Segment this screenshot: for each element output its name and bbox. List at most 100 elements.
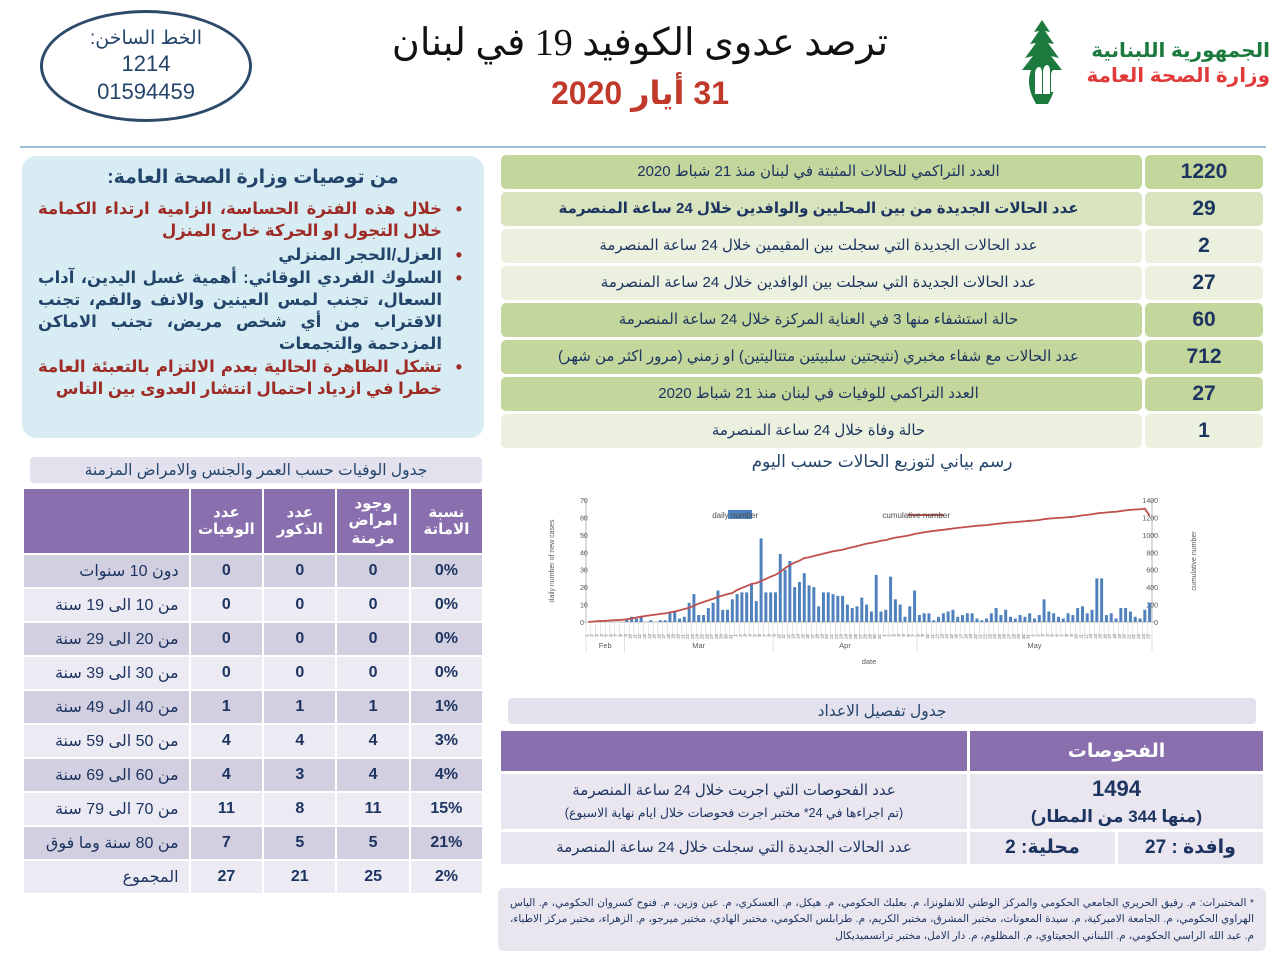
stat-row: 1 حالة وفاة خلال 24 ساعة المنصرمة (501, 414, 1263, 448)
svg-text:24: 24 (843, 634, 848, 640)
recommendations-list: خلال هذه الفترة الحساسة، الزامية ارتداء … (38, 198, 468, 401)
stat-value: 712 (1145, 340, 1263, 374)
svg-text:3: 3 (1040, 634, 1045, 637)
male-deaths-cell: 0 (264, 589, 336, 621)
svg-text:10: 10 (925, 634, 930, 640)
death-rate-cell: 0% (410, 623, 482, 655)
svg-text:14: 14 (795, 634, 800, 640)
list-item: العزل/الحجر المنزلي (38, 244, 462, 267)
key-statistics-body: 1220 العدد التراكمي للحالات المثبتة في لب… (501, 155, 1263, 448)
age-group-cell: دون 10 سنوات (24, 555, 189, 587)
svg-text:40: 40 (580, 550, 588, 557)
svg-text:29: 29 (867, 634, 872, 640)
tests-description-note: (تم اجراءها في 24* مختبر اجرت فحوصات خلا… (564, 805, 904, 820)
svg-text:cumulative number: cumulative number (1191, 531, 1198, 591)
svg-text:18: 18 (815, 634, 820, 640)
hotline-box: الخط الساخن: 1214 01594459 (40, 10, 252, 122)
svg-text:27: 27 (858, 634, 863, 640)
col-header-description (501, 731, 967, 771)
svg-text:15: 15 (652, 634, 657, 640)
svg-text:2: 2 (1035, 634, 1040, 637)
svg-text:3: 3 (594, 634, 599, 637)
svg-text:28: 28 (1011, 634, 1016, 640)
svg-text:7: 7 (1059, 634, 1064, 637)
hotline-label: الخط الساخن: (90, 27, 202, 49)
chronic-disease-cell: 0 (337, 589, 409, 621)
svg-text:5: 5 (752, 634, 757, 637)
svg-text:8: 8 (1064, 634, 1069, 637)
hotline-number-1: 1214 (121, 51, 171, 77)
tests-count-airport-note: (منها 344 من المطار) (1030, 806, 1203, 826)
svg-text:4: 4 (1045, 634, 1050, 637)
death-rate-cell: 21% (410, 827, 482, 859)
male-deaths-cell: 4 (264, 725, 336, 757)
stat-row: 27 عدد الحالات الجديدة التي سجلت بين الوا… (501, 266, 1263, 300)
svg-text:8: 8 (767, 634, 772, 637)
svg-text:20: 20 (1122, 634, 1127, 640)
stat-row: 712 عدد الحالات مع شفاء مخبري (نتيجتين سل… (501, 340, 1263, 374)
deaths-table-body: 0% 0 0 0 دون 10 سنوات 0% 0 0 0 من 10 الى 19 سنة 0%… (24, 555, 482, 893)
page-title: ترصد عدوى الكوفيد 19 في لبنان (391, 22, 889, 64)
table-row: 0% 0 0 0 دون 10 سنوات (24, 555, 482, 587)
svg-text:25: 25 (700, 634, 705, 640)
svg-text:4: 4 (599, 634, 604, 637)
death-rate-cell: 2% (410, 861, 482, 893)
death-rate-cell: 3% (410, 725, 482, 757)
svg-text:1: 1 (733, 634, 738, 637)
hotline-number-2: 01594459 (97, 78, 195, 104)
svg-text:Feb: Feb (599, 641, 612, 650)
svg-text:13: 13 (939, 634, 944, 640)
stat-label: عدد الحالات الجديدة التي سجلت بين المقيم… (501, 229, 1142, 263)
svg-text:11: 11 (632, 634, 637, 639)
deaths-count-cell: 11 (190, 793, 263, 825)
svg-text:17: 17 (1107, 634, 1112, 640)
svg-text:5: 5 (604, 634, 609, 637)
svg-text:daily number: daily number (712, 511, 758, 520)
table-row: 1% 1 1 1 من 40 الى 49 سنة (24, 691, 482, 723)
stat-label: العدد التراكمي للحالات المثبتة في لبنان … (501, 155, 1142, 189)
svg-text:9: 9 (920, 634, 925, 637)
chart-title: رسم بياني لتوزيع الحالات حسب اليوم (751, 452, 1013, 471)
svg-text:6: 6 (1054, 634, 1059, 637)
svg-text:14: 14 (1093, 634, 1098, 640)
age-group-cell: المجموع (24, 861, 189, 893)
ministry-logo-text: الجمهورية اللبنانية وزارة الصحة العامة (1086, 39, 1270, 89)
deaths-count-cell: 0 (190, 589, 263, 621)
table-row: 0% 0 0 0 من 30 الى 39 سنة (24, 657, 482, 689)
svg-text:21: 21 (978, 634, 983, 640)
svg-text:8: 8 (618, 634, 623, 637)
svg-text:7: 7 (762, 634, 767, 637)
stat-value: 1220 (1145, 155, 1263, 189)
deaths-count-cell: 7 (190, 827, 263, 859)
ministry-name: وزارة الصحة العامة (1086, 65, 1270, 87)
chart-svg: 0 10 20 30 40 50 60 70 0 200 400 600 800 1000 1200 1400… (549, 498, 1198, 666)
table-row: 0% 0 0 0 من 20 الى 29 سنة (24, 623, 482, 655)
male-deaths-cell: 0 (264, 657, 336, 689)
svg-text:1: 1 (1030, 634, 1035, 637)
death-rate-cell: 1% (410, 691, 482, 723)
stat-label: عدد الحالات الجديدة من بين المحليين والو… (501, 192, 1142, 226)
svg-text:23: 23 (839, 634, 844, 640)
tests-count-value: 1494 (1092, 776, 1141, 801)
male-deaths-cell: 3 (264, 759, 336, 791)
stat-value: 27 (1145, 266, 1263, 300)
tests-count-cell: 1494 (منها 344 من المطار) (970, 774, 1263, 829)
svg-text:10: 10 (628, 634, 633, 640)
republic-name: الجمهورية اللبنانية (1091, 40, 1270, 62)
svg-text:2: 2 (589, 634, 594, 637)
age-group-cell: من 40 الى 49 سنة (24, 691, 189, 723)
list-item: خلال هذه الفترة الحساسة، الزامية ارتداء … (38, 198, 462, 243)
svg-text:15: 15 (800, 634, 805, 640)
svg-text:1200: 1200 (1142, 515, 1158, 522)
chronic-disease-cell: 0 (337, 623, 409, 655)
svg-text:5: 5 (901, 634, 906, 637)
new-cases-description-cell: عدد الحالات الجديدة التي سجلت خلال 24 سا… (501, 831, 967, 864)
stat-row: 29 عدد الحالات الجديدة من بين المحليين وا… (501, 192, 1263, 226)
deaths-count-cell: 4 (190, 759, 263, 791)
table-row: 15% 11 8 11 من 70 الى 79 سنة (24, 793, 482, 825)
svg-text:20: 20 (676, 634, 681, 640)
svg-text:1: 1 (882, 634, 887, 637)
age-group-cell: من 20 الى 29 سنة (24, 623, 189, 655)
death-rate-cell: 0% (410, 555, 482, 587)
svg-text:17: 17 (661, 634, 666, 640)
